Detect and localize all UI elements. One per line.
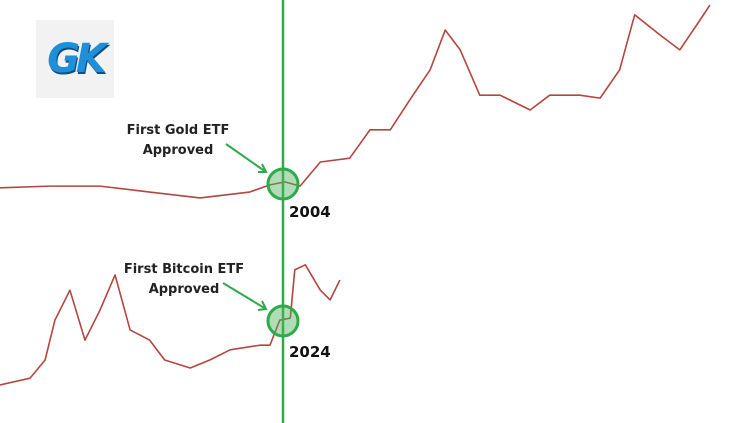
event-circle <box>266 167 300 201</box>
logo: GK <box>36 20 114 98</box>
arrow <box>225 143 268 173</box>
annotation: First Gold ETF Approved <box>126 123 230 158</box>
year-label: 2004 <box>289 203 331 221</box>
price-line <box>0 4 711 199</box>
event-circle <box>266 304 300 338</box>
annotation: First Bitcoin ETF Approved <box>123 262 245 297</box>
year-label: 2024 <box>289 343 331 361</box>
arrow <box>222 282 268 311</box>
price-line <box>0 263 341 386</box>
